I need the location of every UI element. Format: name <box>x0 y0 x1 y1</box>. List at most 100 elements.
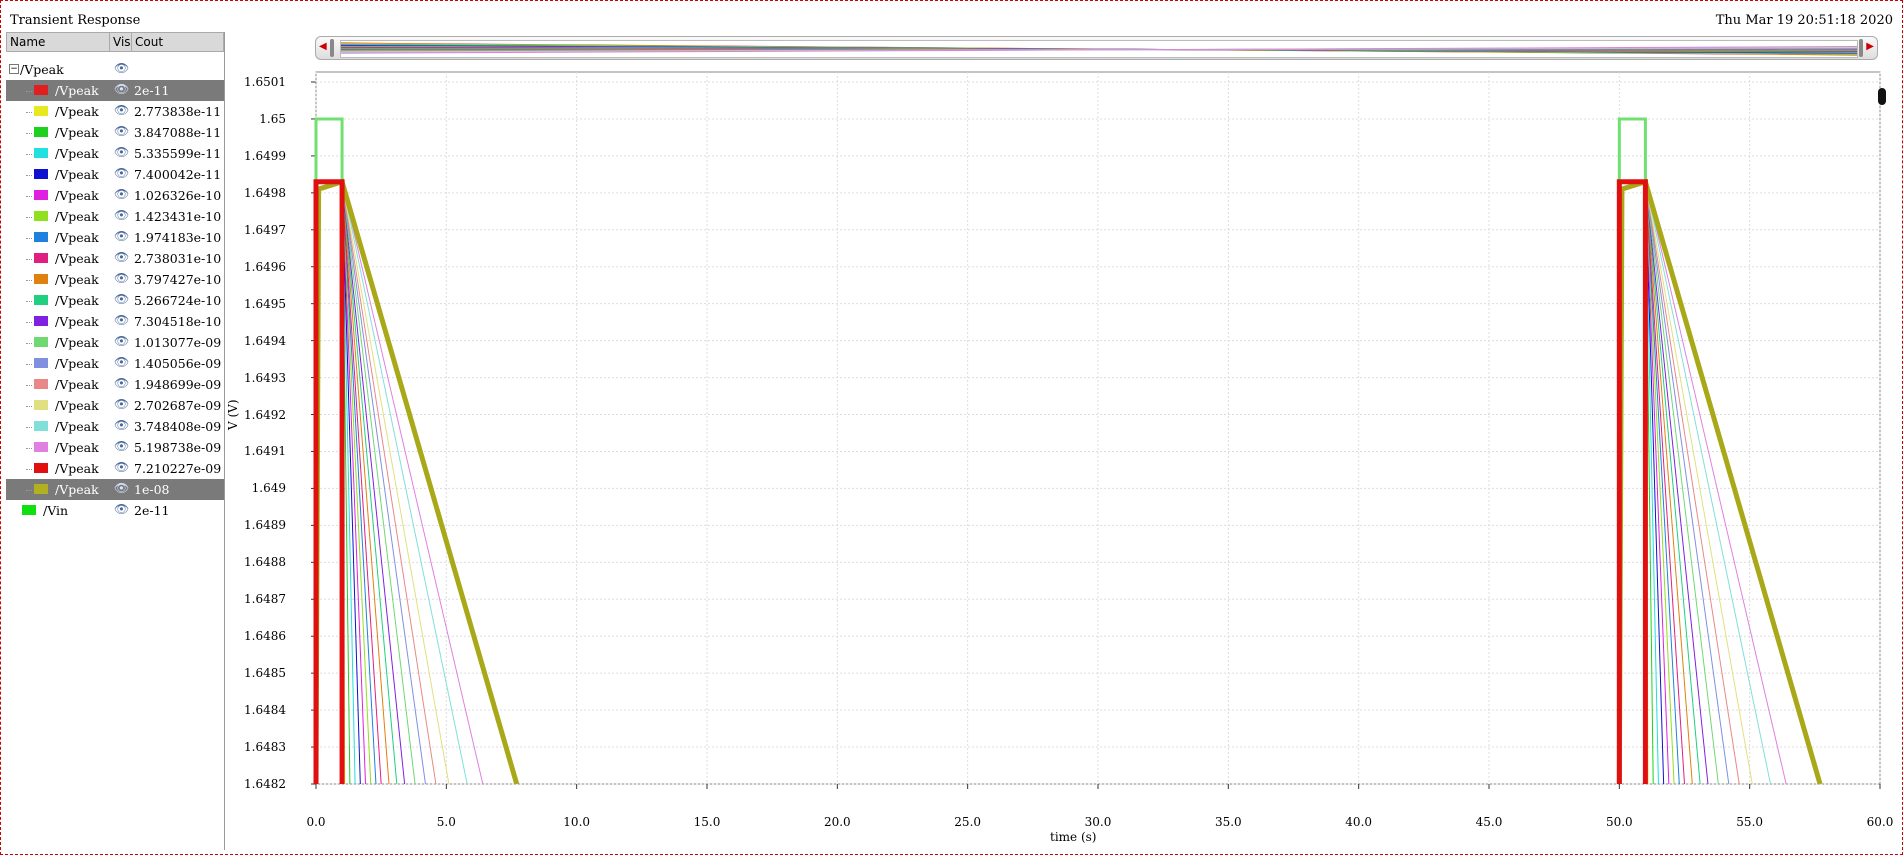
cout-value: 1.948699e-09 <box>134 377 222 392</box>
legend-row[interactable]: /Vpeak 👁 3.847088e-11 <box>6 122 224 143</box>
tree-connector <box>26 311 32 323</box>
visibility-eye-icon[interactable]: 👁 <box>114 313 130 327</box>
legend-row[interactable]: /Vpeak 👁 5.198738e-09 <box>6 437 224 458</box>
visibility-eye-icon[interactable]: 👁 <box>114 166 130 180</box>
legend-row[interactable]: /Vpeak 👁 1.405056e-09 <box>6 353 224 374</box>
tree-connector <box>26 227 32 239</box>
tree-connector <box>26 353 32 365</box>
visibility-eye-icon[interactable]: 👁 <box>114 187 130 201</box>
visibility-eye-icon[interactable]: 👁 <box>114 481 130 495</box>
visibility-eye-icon[interactable]: 👁 <box>114 334 130 348</box>
legend-row[interactable]: /Vpeak 👁 1.948699e-09 <box>6 374 224 395</box>
signal-name: /Vpeak <box>55 482 99 497</box>
overview-scrollbar[interactable]: ◀ ▶ <box>315 36 1878 60</box>
legend-row[interactable]: /Vpeak 👁 1.026326e-10 <box>6 185 224 206</box>
y-tick-label: 1.65 <box>259 111 286 126</box>
group-label: /Vpeak <box>20 62 64 77</box>
visibility-eye-icon[interactable]: 👁 <box>114 124 130 138</box>
y-tick-label: 1.6483 <box>244 740 286 755</box>
legend-row[interactable]: /Vpeak 👁 1e-08 <box>6 479 224 500</box>
visibility-eye-icon[interactable]: 👁 <box>114 103 130 117</box>
y-tick-label: 1.6494 <box>244 333 286 348</box>
visibility-eye-icon[interactable]: 👁 <box>114 208 130 222</box>
cout-value: 7.210227e-09 <box>134 461 222 476</box>
legend-row[interactable]: /Vpeak 👁 2.773838e-11 <box>6 101 224 122</box>
legend-row-vin[interactable]: /Vin 👁 2e-11 <box>6 500 224 521</box>
tree-connector <box>26 185 32 197</box>
signal-name: /Vpeak <box>55 419 99 434</box>
cout-value: 7.400042e-11 <box>134 167 222 182</box>
visibility-eye-icon[interactable]: 👁 <box>114 229 130 243</box>
y-tick-label: 1.6491 <box>244 444 286 459</box>
visibility-eye-icon[interactable]: 👁 <box>114 397 130 411</box>
signal-name: /Vpeak <box>55 167 99 182</box>
collapse-toggle-icon[interactable]: − <box>9 64 19 74</box>
y-tick-label: 1.6486 <box>244 629 286 644</box>
left-range-handle[interactable] <box>330 39 334 57</box>
cout-value: 1.423431e-10 <box>134 209 222 224</box>
visibility-eye-icon[interactable]: 👁 <box>114 145 130 159</box>
x-tick-label: 10.0 <box>563 815 591 829</box>
x-tick-label: 20.0 <box>823 815 851 829</box>
y-tick-label: 1.6489 <box>244 518 286 533</box>
plot-marker-handle[interactable] <box>1878 88 1886 105</box>
visibility-eye-icon[interactable]: 👁 <box>114 292 130 306</box>
legend-row[interactable]: /Vpeak 👁 7.210227e-09 <box>6 458 224 479</box>
color-swatch <box>34 190 48 200</box>
right-range-handle[interactable] <box>1859 39 1863 57</box>
cout-value: 2e-11 <box>134 503 170 518</box>
legend-rows: /Vpeak 👁 2e-11/Vpeak 👁 2.773838e-11/Vpeak 👁 3.… <box>6 80 224 521</box>
tree-connector <box>26 122 32 134</box>
thumbnail-trace <box>341 46 1857 54</box>
visibility-eye-icon[interactable]: 👁 <box>114 376 130 390</box>
y-axis-label: V (V) <box>226 399 240 430</box>
column-header-cout[interactable]: Cout <box>135 35 164 49</box>
legend-row[interactable]: /Vpeak 👁 2.738031e-10 <box>6 248 224 269</box>
signal-name: /Vpeak <box>55 440 99 455</box>
legend-row[interactable]: /Vpeak 👁 1.423431e-10 <box>6 206 224 227</box>
legend-row[interactable]: /Vpeak 👁 5.335599e-11 <box>6 143 224 164</box>
legend-row[interactable]: /Vpeak 👁 2.702687e-09 <box>6 395 224 416</box>
color-swatch <box>34 106 48 116</box>
tree-connector <box>26 416 32 428</box>
legend-row[interactable]: /Vpeak 👁 2e-11 <box>6 80 224 101</box>
visibility-eye-icon[interactable]: 👁 <box>114 61 130 75</box>
x-tick-label: 60.0 <box>1866 815 1894 829</box>
cout-value: 2.738031e-10 <box>134 251 222 266</box>
tree-connector <box>26 80 32 92</box>
visibility-eye-icon[interactable]: 👁 <box>114 439 130 453</box>
column-header-name[interactable]: Name <box>7 33 110 51</box>
legend-row[interactable]: /Vpeak 👁 3.748408e-09 <box>6 416 224 437</box>
signal-name: /Vpeak <box>55 125 99 140</box>
signal-name: /Vpeak <box>55 314 99 329</box>
color-swatch <box>34 379 48 389</box>
signal-name: /Vpeak <box>55 230 99 245</box>
legend-row[interactable]: /Vpeak 👁 1.013077e-09 <box>6 332 224 353</box>
visibility-eye-icon[interactable]: 👁 <box>114 460 130 474</box>
x-axis-label: time (s) <box>1050 830 1097 844</box>
visibility-eye-icon[interactable]: 👁 <box>114 355 130 369</box>
legend-header: Name Vis Cout <box>6 32 224 52</box>
y-tick-label: 1.6497 <box>244 222 286 237</box>
legend-row[interactable]: /Vpeak 👁 5.266724e-10 <box>6 290 224 311</box>
color-swatch <box>34 295 48 305</box>
x-tick-label: 40.0 <box>1345 815 1373 829</box>
legend-group-vpeak[interactable]: − /Vpeak 👁 <box>6 59 224 80</box>
tree-connector <box>26 269 32 281</box>
visibility-eye-icon[interactable]: 👁 <box>114 502 130 516</box>
visibility-eye-icon[interactable]: 👁 <box>114 418 130 432</box>
legend-row[interactable]: /Vpeak 👁 7.304518e-10 <box>6 311 224 332</box>
scroll-left-arrow-icon[interactable]: ◀ <box>319 41 327 52</box>
visibility-eye-icon[interactable]: 👁 <box>114 271 130 285</box>
scroll-right-arrow-icon[interactable]: ▶ <box>1866 41 1874 52</box>
legend-row[interactable]: /Vpeak 👁 1.974183e-10 <box>6 227 224 248</box>
visibility-eye-icon[interactable]: 👁 <box>114 82 130 96</box>
legend-row[interactable]: /Vpeak 👁 3.797427e-10 <box>6 269 224 290</box>
x-tick-label: 50.0 <box>1605 815 1633 829</box>
color-swatch <box>34 316 48 326</box>
legend-row[interactable]: /Vpeak 👁 7.400042e-11 <box>6 164 224 185</box>
visibility-eye-icon[interactable]: 👁 <box>114 250 130 264</box>
column-header-vis[interactable]: Vis <box>110 33 132 51</box>
cout-value: 1.974183e-10 <box>134 230 222 245</box>
